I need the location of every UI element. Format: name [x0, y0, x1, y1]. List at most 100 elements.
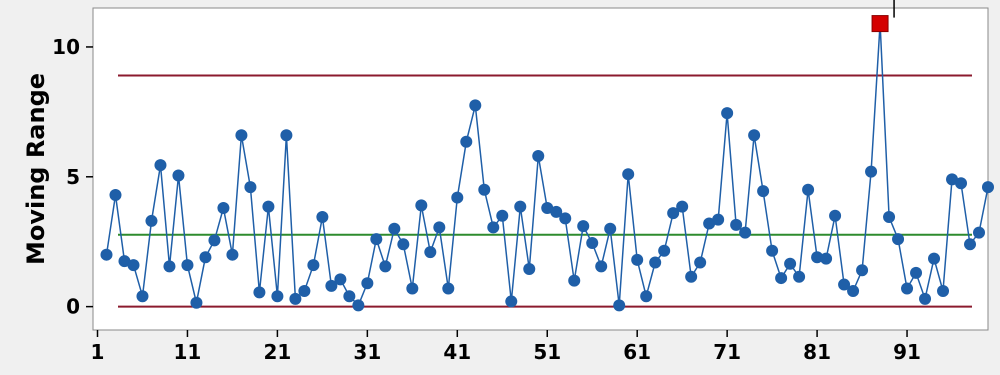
- data-point: [694, 256, 707, 269]
- data-point: [379, 260, 392, 273]
- data-point: [811, 251, 824, 264]
- data-point: [289, 292, 302, 305]
- data-point: [334, 273, 347, 286]
- data-point: [802, 183, 815, 196]
- data-point: [829, 209, 842, 222]
- data-point: [793, 270, 806, 283]
- data-point: [496, 209, 509, 222]
- data-point: [298, 285, 311, 298]
- data-point: [190, 296, 203, 309]
- data-point: [307, 259, 320, 272]
- data-point: [370, 233, 383, 246]
- x-tick-label: 71: [713, 340, 741, 364]
- data-point: [838, 278, 851, 291]
- x-tick-label: 91: [893, 340, 921, 364]
- data-point: [172, 169, 185, 182]
- data-point: [163, 260, 176, 273]
- data-point: [109, 188, 122, 201]
- data-point: [892, 233, 905, 246]
- data-point: [973, 226, 986, 239]
- data-point: [397, 238, 410, 251]
- data-point: [460, 135, 473, 148]
- data-point: [739, 226, 752, 239]
- data-point: [181, 259, 194, 272]
- data-point: [559, 212, 572, 225]
- data-point: [100, 248, 113, 261]
- data-point: [226, 248, 239, 261]
- data-point: [415, 199, 428, 212]
- y-axis-label: Moving Range: [22, 73, 50, 265]
- data-point: [721, 107, 734, 120]
- data-point: [847, 285, 860, 298]
- data-point: [433, 221, 446, 234]
- data-point: [685, 270, 698, 283]
- data-point: [937, 285, 950, 298]
- data-point: [658, 244, 671, 257]
- data-point: [712, 213, 725, 226]
- data-point: [703, 217, 716, 230]
- data-point: [568, 274, 581, 287]
- data-point: [748, 129, 761, 142]
- data-point: [757, 185, 770, 198]
- data-point: [550, 205, 563, 218]
- data-point: [469, 99, 482, 112]
- data-point: [541, 201, 554, 214]
- data-point: [964, 238, 977, 251]
- data-point: [856, 264, 869, 277]
- data-point: [919, 292, 932, 305]
- reference-lines: [118, 74, 972, 308]
- data-point: [514, 200, 527, 213]
- data-point: [199, 251, 212, 264]
- data-point: [136, 290, 149, 303]
- x-tick-label: 1: [91, 340, 105, 364]
- data-point: [784, 257, 797, 270]
- data-point: [217, 201, 230, 214]
- y-axis: 0 5 10: [52, 35, 93, 319]
- data-point: [253, 286, 266, 299]
- data-point: [235, 129, 248, 142]
- data-point: [586, 237, 599, 250]
- data-point: [928, 252, 941, 265]
- data-point: [316, 211, 329, 224]
- data-point: [577, 220, 590, 233]
- x-tick-label: 51: [533, 340, 561, 364]
- data-point: [775, 272, 788, 285]
- data-point: [244, 181, 257, 194]
- data-point: [451, 191, 464, 204]
- data-point: [532, 150, 545, 163]
- data-point: [118, 255, 131, 268]
- data-point: [145, 214, 158, 227]
- x-axis: 1 11 21 31 41 51 61 71 81 91: [91, 330, 921, 364]
- data-point: [271, 290, 284, 303]
- data-point: [343, 290, 356, 303]
- y-tick-label: 5: [66, 165, 80, 189]
- data-point: [622, 168, 635, 181]
- out-of-control-point: [871, 15, 889, 33]
- data-point: [910, 266, 923, 279]
- data-point: [478, 183, 491, 196]
- data-point: [262, 200, 275, 213]
- data-point: [352, 299, 365, 312]
- series-layer: [100, 0, 994, 312]
- data-point: [820, 252, 833, 265]
- data-point: [640, 290, 653, 303]
- x-tick-label: 61: [623, 340, 651, 364]
- data-point: [208, 234, 221, 247]
- y-tick-label: 10: [52, 35, 80, 59]
- data-point: [883, 211, 896, 224]
- data-point: [865, 165, 878, 178]
- data-point: [946, 173, 959, 186]
- data-point: [505, 295, 518, 308]
- data-point: [631, 253, 644, 266]
- data-point: [487, 221, 500, 234]
- data-point: [676, 200, 689, 213]
- data-point: [280, 129, 293, 142]
- x-tick-label: 31: [353, 340, 381, 364]
- x-tick-label: 81: [803, 340, 831, 364]
- data-point: [361, 277, 374, 290]
- data-point: [604, 222, 617, 235]
- data-point: [388, 222, 401, 235]
- data-point: [325, 279, 338, 292]
- data-point: [901, 282, 914, 295]
